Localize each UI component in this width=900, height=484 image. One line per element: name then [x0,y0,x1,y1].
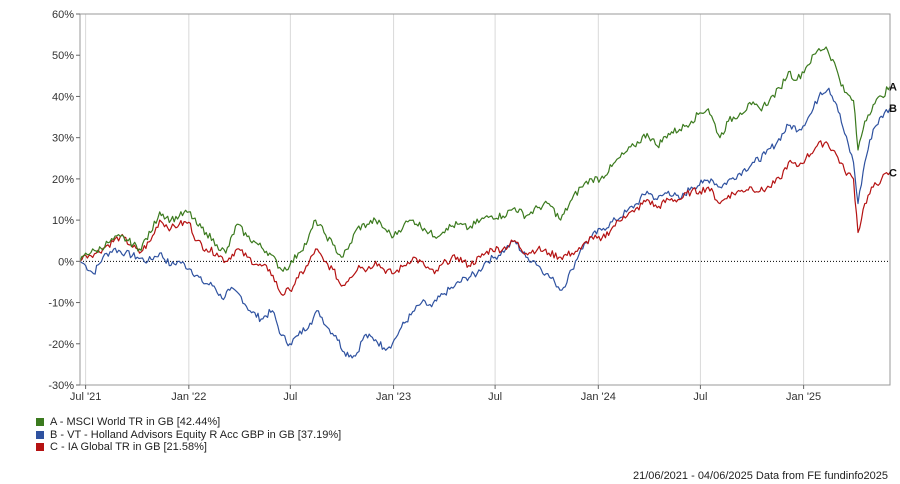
series-end-label-b: B [889,103,897,115]
y-tick-label: 60% [52,9,74,21]
x-tick-label: Jan '23 [376,391,411,403]
y-tick-label: -30% [48,380,74,392]
series-line-b [79,87,891,359]
y-tick-label: 30% [52,133,74,145]
y-tick-label: 0% [58,256,74,268]
y-axis-ticks: 60% 50% 40% 30% 20% 10% 0% -10% -20% -30% [48,9,80,392]
legend-swatch-a [36,418,44,427]
legend: A - MSCI World TR in GB [42.44%] B - VT … [36,416,341,454]
series-line-c [79,140,891,296]
performance-chart: 60% 50% 40% 30% 20% 10% 0% -10% -20% -30% Jul '21… [48,9,897,403]
legend-item-a: A - MSCI World TR in GB [42.44%] [36,416,341,429]
series-lines [79,46,891,359]
y-tick-label: 50% [52,50,74,62]
y-tick-label: 20% [52,174,74,186]
plot-frame [79,13,891,386]
x-tick-label: Jul [283,391,297,403]
x-tick-label: Jan '24 [581,391,616,403]
legend-label-b: B - VT - Holland Advisors Equity R Acc G… [50,428,342,441]
footer-source: 21/06/2021 - 04/06/2025 Data from FE fun… [632,470,888,482]
legend-label-c: C - IA Global TR in GB [21.58%] [50,441,207,453]
plot-background [80,14,890,385]
y-tick-label: 40% [52,91,74,103]
legend-label-a: A - MSCI World TR in GB [42.44%] [50,416,221,428]
legend-swatch-c [36,443,44,452]
y-tick-label: -10% [48,298,74,310]
legend-swatch-b [36,430,44,439]
series-end-label-a: A [889,81,897,93]
x-tick-label: Jul [488,391,502,403]
x-tick-label: Jan '25 [786,391,821,403]
legend-item-c: C - IA Global TR in GB [21.58%] [36,441,341,454]
vertical-gridlines [85,14,805,385]
x-tick-label: Jan '22 [171,391,206,403]
x-tick-label: Jul '21 [70,391,101,403]
series-end-labels: B C A [889,81,897,179]
series-line-a [79,46,891,272]
series-end-label-c: C [889,167,897,179]
x-tick-label: Jul [693,391,707,403]
legend-item-b: B - VT - Holland Advisors Equity R Acc G… [36,429,341,442]
x-axis-ticks: Jul '21 Jan '22 Jul Jan '23 Jul Jan '24 Jul Jan… [70,385,821,403]
y-tick-label: -20% [48,339,74,351]
y-tick-label: 10% [52,215,74,227]
